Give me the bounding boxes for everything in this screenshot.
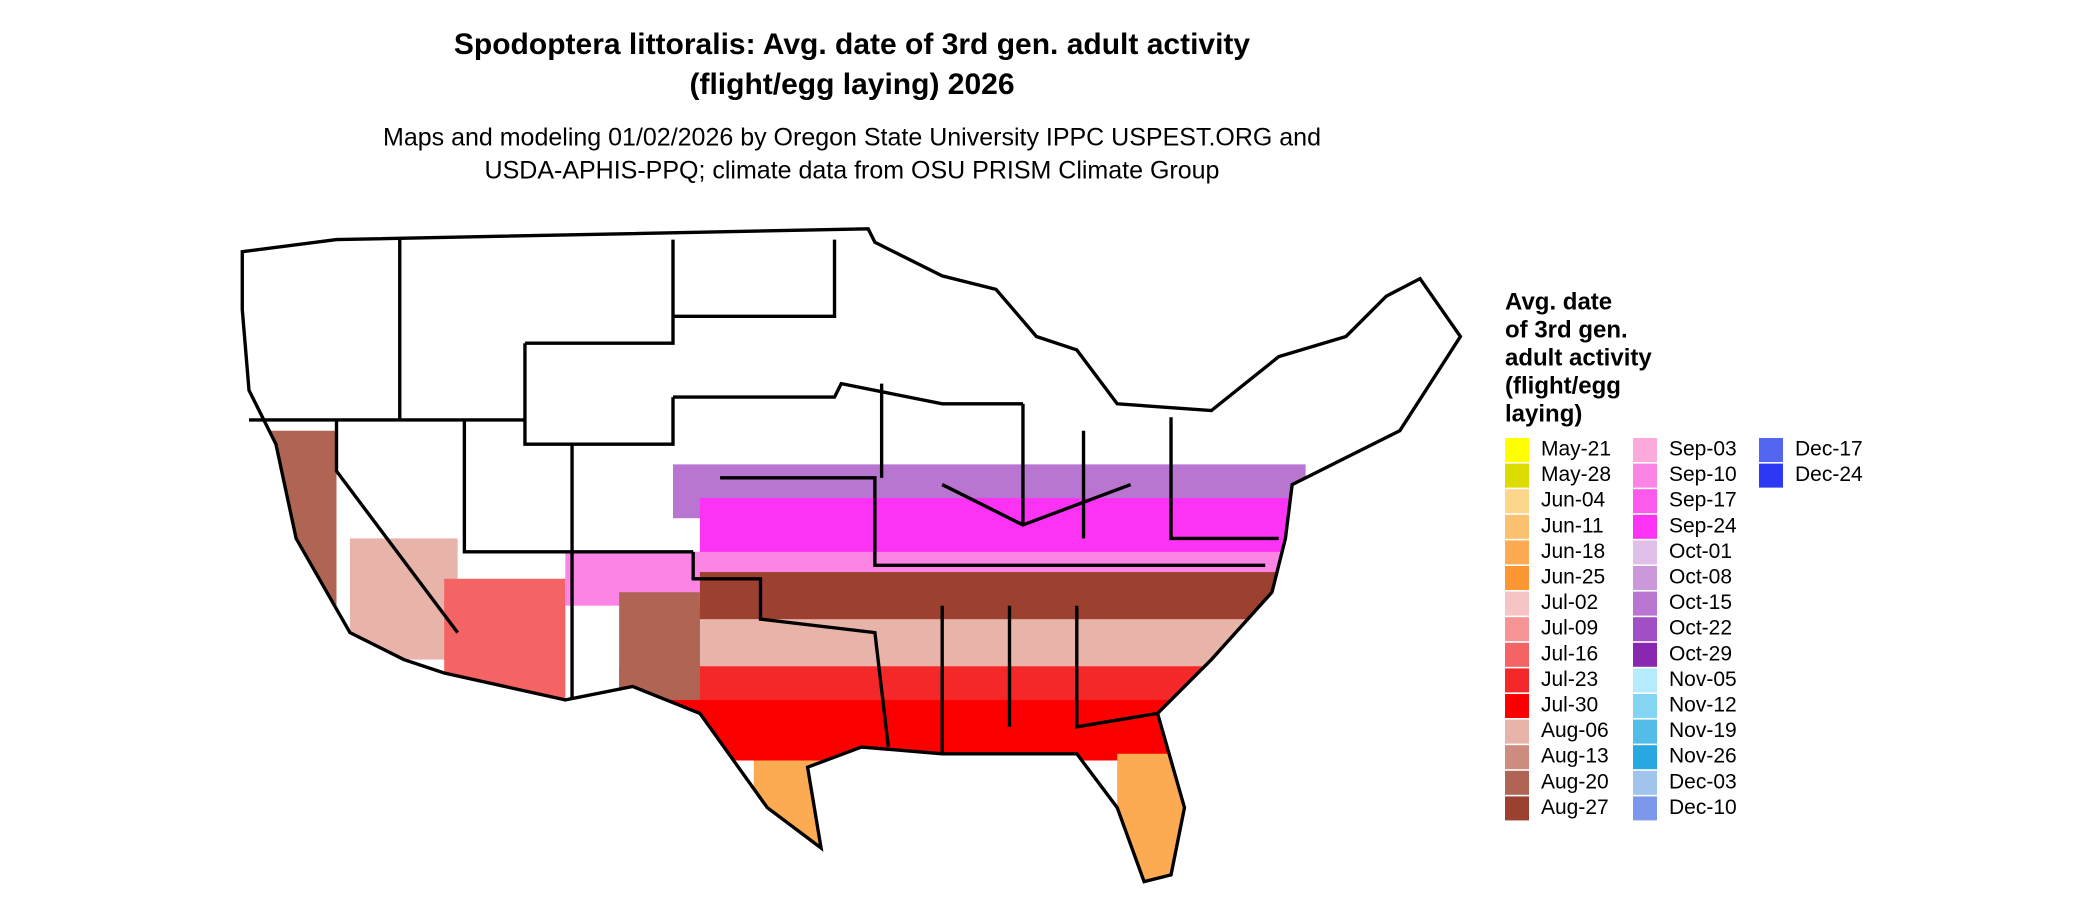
- legend-swatch: [1505, 617, 1529, 642]
- legend-swatch: [1505, 642, 1529, 667]
- legend-swatch: [1633, 489, 1657, 514]
- legend-label: Jul-23: [1541, 668, 1598, 691]
- legend-swatch: [1505, 438, 1529, 462]
- legend-swatch: [1633, 566, 1657, 590]
- legend-label: May-21: [1541, 438, 1611, 461]
- legend-label: Sep-24: [1669, 514, 1737, 537]
- legend-label: Jul-09: [1541, 617, 1598, 640]
- legend-title: of 3rd gen.: [1505, 316, 1628, 343]
- legend-label: Sep-03: [1669, 438, 1737, 461]
- map: [240, 227, 1463, 884]
- legend-swatch: [1505, 566, 1529, 590]
- subtitle: Maps and modeling 01/02/2026 by Oregon S…: [383, 124, 1321, 185]
- legend-label: Sep-17: [1669, 489, 1737, 512]
- legend-swatch: [1633, 668, 1657, 693]
- legend-swatch: [1505, 745, 1529, 770]
- title-line: (flight/egg laying) 2026: [689, 68, 1014, 101]
- legend-swatch: [1505, 668, 1529, 693]
- legend-label: Aug-06: [1541, 719, 1609, 742]
- legend-label: Nov-26: [1669, 745, 1737, 768]
- legend-swatch: [1505, 463, 1529, 488]
- legend-swatch: [1633, 591, 1657, 616]
- legend-label: Aug-13: [1541, 745, 1609, 768]
- legend-swatch: [1633, 438, 1657, 462]
- legend-swatch: [1505, 694, 1529, 718]
- legend-swatch: [1633, 694, 1657, 718]
- legend-swatch: [1505, 591, 1529, 616]
- legend-label: Aug-27: [1541, 796, 1609, 819]
- legend-swatch: [1633, 745, 1657, 770]
- legend-label: Dec-03: [1669, 770, 1737, 793]
- legend-swatch: [1759, 463, 1783, 488]
- legend-label: Jun-25: [1541, 566, 1605, 589]
- legend-swatch: [1505, 719, 1529, 744]
- legend-label: Dec-10: [1669, 796, 1737, 819]
- legend-label: Nov-12: [1669, 694, 1737, 717]
- legend-swatch: [1633, 463, 1657, 488]
- legend-label: Jul-02: [1541, 591, 1598, 614]
- title-line: Spodoptera littoralis: Avg. date of 3rd …: [454, 28, 1251, 61]
- legend-label: Oct-22: [1669, 617, 1732, 640]
- legend-label: Oct-15: [1669, 591, 1732, 614]
- subtitle-line: USDA-APHIS-PPQ; climate data from OSU PR…: [485, 157, 1220, 185]
- legend-label: Dec-24: [1795, 463, 1863, 486]
- legend-swatch: [1505, 770, 1529, 795]
- legend-swatch: [1633, 642, 1657, 667]
- legend-label: Aug-20: [1541, 770, 1609, 793]
- legend-label: Jul-16: [1541, 642, 1598, 665]
- legend-label: Oct-08: [1669, 566, 1732, 589]
- legend-swatch: [1633, 770, 1657, 795]
- subtitle-line: Maps and modeling 01/02/2026 by Oregon S…: [383, 124, 1321, 152]
- legend-swatch: [1505, 489, 1529, 514]
- legend-title: Avg. date: [1505, 288, 1612, 315]
- legend-swatch: [1505, 540, 1529, 565]
- legend-swatch: [1633, 719, 1657, 744]
- legend-title: laying): [1505, 400, 1582, 427]
- legend-label: Oct-29: [1669, 642, 1732, 665]
- legend-title: adult activity: [1505, 344, 1652, 371]
- legend-label: Nov-19: [1669, 719, 1737, 742]
- legend-swatch: [1633, 540, 1657, 565]
- legend-swatch: [1633, 617, 1657, 642]
- legend-title: (flight/egg: [1505, 372, 1621, 399]
- legend-label: Nov-05: [1669, 668, 1737, 691]
- legend-label: May-28: [1541, 463, 1611, 486]
- legend-swatch: [1505, 796, 1529, 821]
- legend-label: Oct-01: [1669, 540, 1732, 563]
- title: Spodoptera littoralis: Avg. date of 3rd …: [454, 28, 1251, 101]
- legend-label: Dec-17: [1795, 438, 1863, 461]
- legend-swatch: [1633, 514, 1657, 539]
- legend-swatch: [1759, 438, 1783, 462]
- legend-label: Jul-30: [1541, 694, 1598, 717]
- legend-label: Jun-11: [1541, 514, 1604, 537]
- legend-label: Sep-10: [1669, 463, 1737, 486]
- legend-swatch: [1505, 514, 1529, 539]
- legend-label: Jun-18: [1541, 540, 1605, 563]
- legend-swatch: [1633, 796, 1657, 821]
- legend-label: Jun-04: [1541, 489, 1606, 512]
